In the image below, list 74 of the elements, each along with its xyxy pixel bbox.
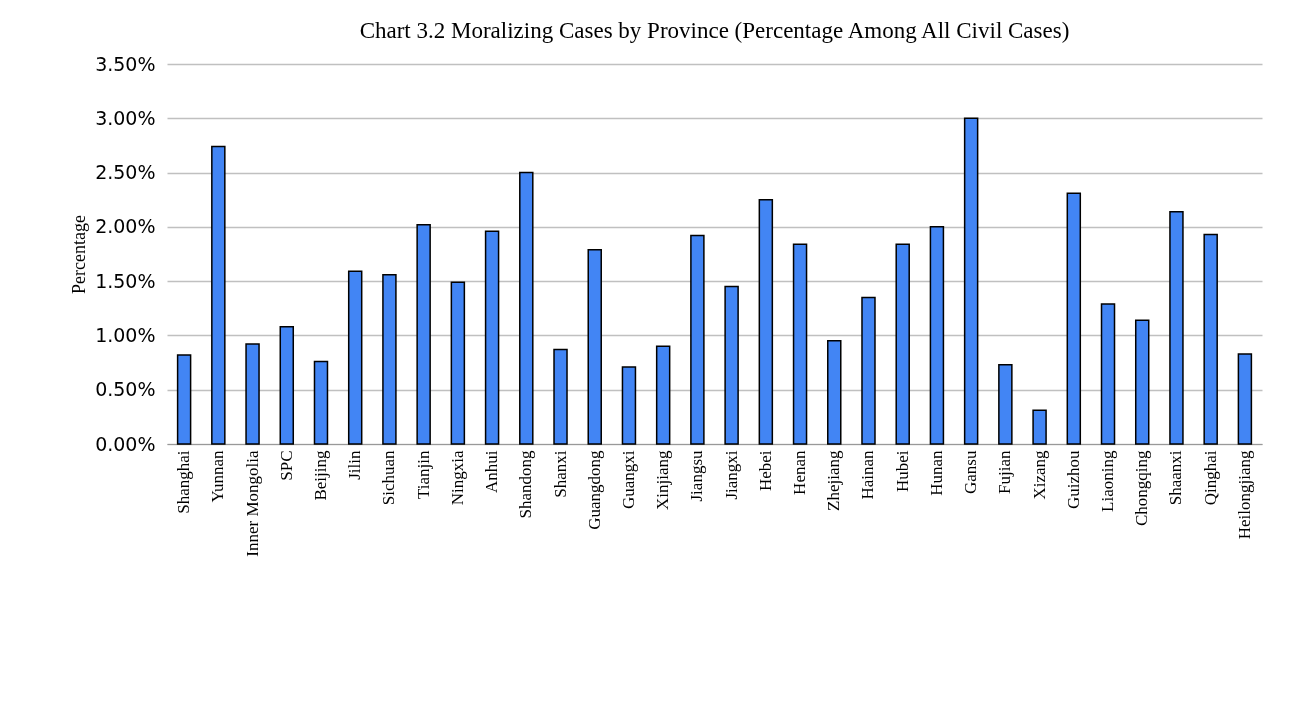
x-tick-label: Henan	[790, 450, 810, 495]
bar	[450, 281, 466, 445]
x-tick-label: Ningxia	[447, 450, 467, 506]
x-tick-label: Jiangsu	[687, 450, 707, 502]
x-tick-label: Fujian	[995, 450, 1015, 494]
bar	[245, 343, 260, 445]
y-tick-label: 1.00%	[95, 323, 156, 346]
bar	[347, 270, 363, 445]
bar	[1032, 409, 1047, 445]
x-tick-label: Guangdong	[584, 450, 604, 530]
x-tick-label: Chongqing	[1132, 450, 1152, 527]
x-tick-label: Anhui	[482, 450, 502, 493]
bar	[1237, 353, 1253, 445]
x-tick-label: Xizang	[1029, 450, 1049, 500]
y-tick-label: 2.00%	[95, 215, 156, 238]
x-tick-label: Hebei	[755, 450, 775, 492]
bar	[416, 223, 431, 445]
x-tick-label: Heilongjiang	[1234, 450, 1254, 540]
x-tick-label: Shanxi	[550, 450, 570, 498]
y-tick-label: 1.50%	[95, 269, 156, 292]
y-tick-label: 3.50%	[95, 52, 156, 75]
bar	[758, 198, 774, 445]
x-tick-label: Shanghai	[174, 450, 194, 514]
bar	[998, 363, 1013, 445]
x-tick-label: Shaanxi	[1166, 450, 1186, 506]
bar	[621, 366, 637, 445]
chart-title: Chart 3.2 Moralizing Cases by Province (Percentage Among All Civil Cases)	[359, 18, 1070, 43]
x-tick-label: Sichuan	[379, 450, 399, 506]
x-tick-label: SPC	[276, 450, 296, 481]
x-tick-label: Beijing	[310, 450, 330, 501]
bar	[587, 248, 602, 445]
y-tick-label: 0.00%	[95, 432, 156, 455]
y-tick-label: 3.00%	[95, 106, 156, 129]
bar	[792, 243, 808, 445]
bar	[895, 243, 910, 445]
y-tick-label: 0.50%	[95, 378, 156, 401]
x-tick-label: Jilin	[345, 450, 365, 480]
x-tick-label: Inner Mongolia	[242, 450, 262, 557]
x-tick-label: Qinghai	[1200, 450, 1220, 506]
bar	[1203, 233, 1218, 445]
x-tick-label: Guangxi	[618, 450, 638, 510]
x-tick-label: Hainan	[858, 450, 878, 500]
bar	[553, 348, 568, 445]
x-tick-label: Gansu	[961, 450, 981, 494]
x-tick-label: Jiangxi	[721, 450, 741, 500]
x-tick-label: Zhejiang	[824, 450, 844, 511]
bar	[484, 230, 500, 445]
y-axis-title: Percentage	[69, 215, 90, 294]
x-tick-label: Guizhou	[1063, 450, 1083, 510]
bar	[176, 354, 192, 445]
bar	[313, 360, 329, 445]
bar	[1169, 210, 1184, 445]
bar	[1066, 192, 1082, 445]
bar	[519, 171, 534, 445]
x-tick-label: Tianjin	[413, 450, 433, 500]
x-tick-label: Liaoning	[1098, 450, 1118, 512]
x-tick-label: Yunnan	[208, 450, 228, 503]
bar	[1100, 303, 1116, 445]
bar	[963, 117, 979, 445]
bar	[861, 296, 876, 445]
bar	[929, 226, 945, 445]
bar	[690, 234, 705, 445]
x-tick-label: Shandong	[516, 450, 536, 519]
bar	[279, 325, 295, 445]
x-tick-label: Xinjiang	[653, 450, 673, 510]
bar	[211, 145, 226, 445]
bar	[1134, 319, 1150, 445]
x-tick-label: Hunan	[926, 450, 946, 496]
bar	[382, 273, 397, 445]
x-tick-label: Hubei	[892, 450, 912, 493]
y-tick-label: 2.50%	[95, 161, 156, 184]
bar	[655, 345, 671, 445]
bar	[724, 285, 739, 445]
bar	[827, 340, 842, 445]
